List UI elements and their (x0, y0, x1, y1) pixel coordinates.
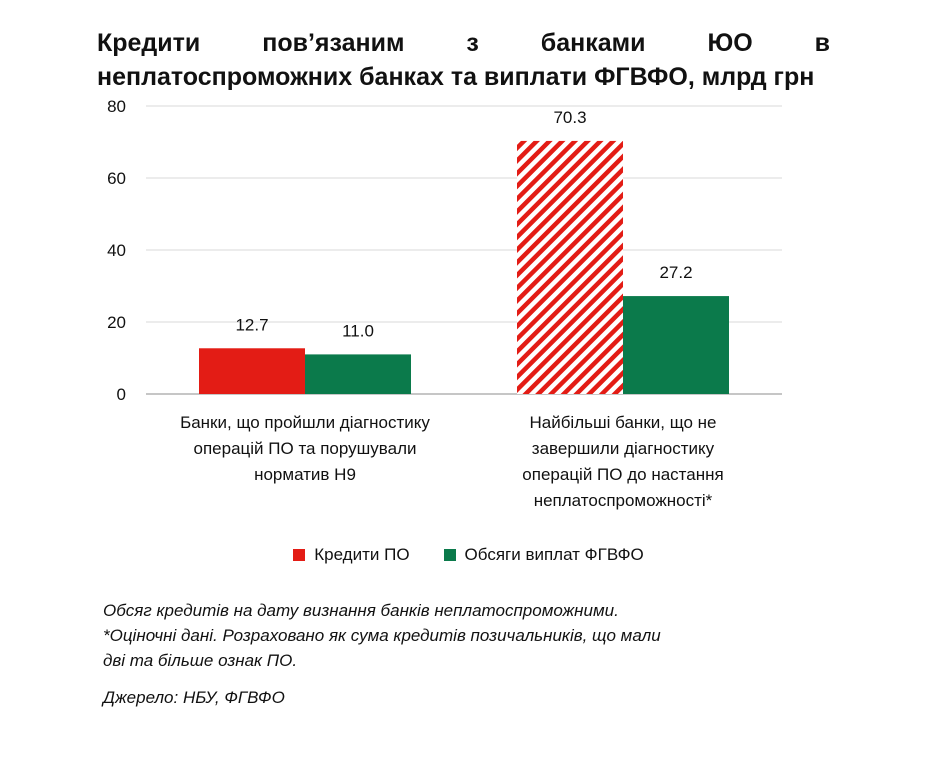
chart-title-line-1: Кредити пов’язаним з банками ЮО в (97, 29, 830, 57)
chart-notes: Обсяг кредитів на дату визнання банків н… (103, 598, 843, 673)
note-line-2: *Оціночні дані. Розраховано як сума кред… (103, 626, 661, 645)
x-category-label-line: неплатоспроможності* (533, 491, 713, 510)
bar-chart: 0 20 40 60 80 12.7 11.0 70.3 27.2 (107, 97, 782, 404)
y-tick-label: 60 (107, 169, 126, 188)
chart-title: Кредити пов’язаним з банками ЮО в неплат… (97, 26, 830, 94)
legend-item-credits: Кредити ПО (293, 545, 410, 565)
note-line-3: дві та більше ознак ПО. (103, 651, 298, 670)
data-label: 11.0 (342, 321, 374, 340)
legend-item-payouts: Обсяги виплат ФГВФО (443, 545, 644, 565)
bar-payouts-2 (623, 296, 729, 394)
y-tick-label: 20 (107, 313, 126, 332)
x-category-label-line: операцій ПО та порушували (193, 439, 417, 458)
chart-title-line-2: неплатоспроможних банках та виплати ФГВФ… (97, 63, 815, 91)
y-tick-label: 40 (107, 241, 126, 260)
note-line-1: Обсяг кредитів на дату визнання банків н… (103, 601, 619, 620)
x-category-label-1: Банки, що пройшли діагностику операцій ПО… (145, 410, 465, 488)
bar-credits-1 (199, 348, 305, 394)
x-category-label-line: Найбільші банки, що не (529, 413, 717, 432)
legend-swatch-credits (293, 549, 306, 561)
bar-credits-2 (517, 140, 623, 394)
x-category-label-line: Банки, що пройшли діагностику (180, 413, 430, 432)
data-label: 12.7 (235, 315, 268, 334)
legend-label-credits: Кредити ПО (314, 545, 410, 564)
x-category-label-2: Найбільші банки, що не завершили діагност… (463, 410, 783, 514)
y-tick-label: 0 (117, 385, 126, 404)
source-note: Джерело: НБУ, ФГВФО (103, 688, 285, 707)
x-category-label-line: завершили діагностику (531, 439, 715, 458)
bar-payouts-1 (305, 354, 411, 394)
legend-label-payouts: Обсяги виплат ФГВФО (464, 545, 644, 564)
data-label: 70.3 (553, 108, 586, 127)
x-category-label-line: операцій ПО до настання (522, 465, 724, 484)
legend: Кредити ПО Обсяги виплат ФГВФО (0, 545, 937, 565)
data-label: 27.2 (659, 263, 692, 282)
y-tick-label: 80 (107, 97, 126, 116)
x-category-label-line: норматив Н9 (254, 465, 356, 484)
legend-swatch-payouts (443, 549, 456, 561)
